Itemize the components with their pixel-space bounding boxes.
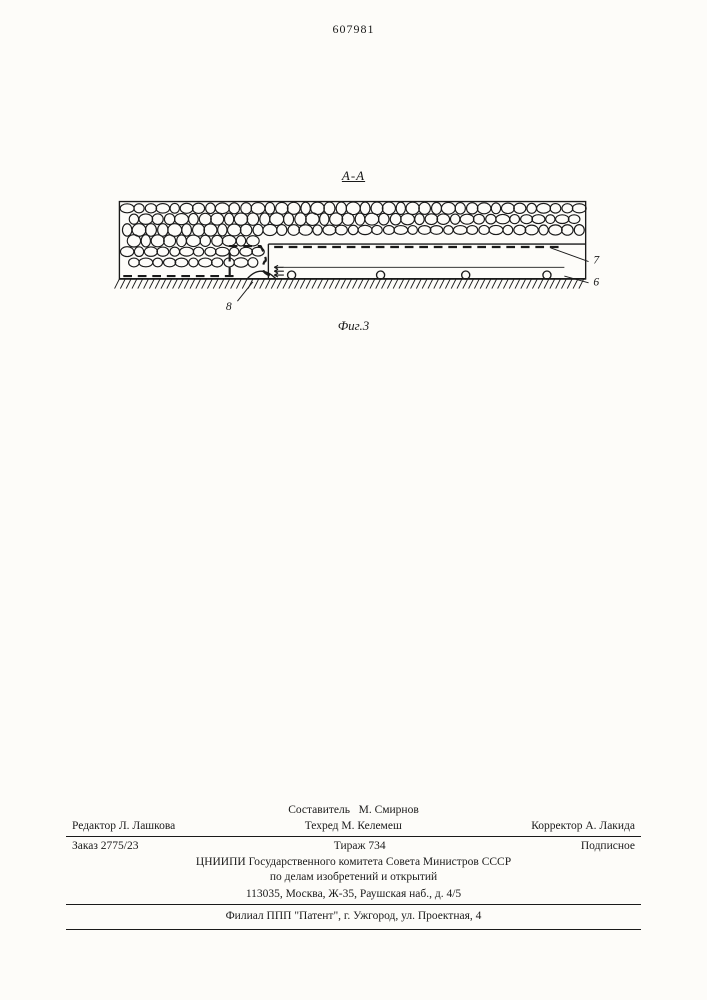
address: 113035, Москва, Ж-35, Раушская наб., д. …: [66, 887, 641, 903]
svg-text:8: 8: [226, 300, 232, 313]
compiler-label: Составитель: [288, 804, 350, 816]
editor-name: Л. Лашкова: [119, 820, 175, 832]
order-no: Заказ 2775/23: [72, 839, 139, 855]
editor-label: Редактор: [72, 820, 116, 832]
techred-label: Техред: [305, 820, 339, 832]
rule-3: [66, 929, 641, 930]
page-number: 607981: [0, 22, 707, 37]
corrector-name: А. Лакида: [585, 820, 635, 832]
org-line-1: ЦНИИПИ Государственного комитета Совета …: [66, 855, 641, 871]
editor: Редактор Л. Лашкова: [72, 819, 175, 835]
colophon: Составитель М. Смирнов Редактор Л. Лашко…: [66, 803, 641, 932]
figure-caption: Фиг.3: [102, 318, 605, 334]
org-line-2: по делам изобретений и открытий: [66, 870, 641, 886]
branch: Филиал ППП "Патент", г. Ужгород, ул. Про…: [66, 909, 641, 927]
print-row: Заказ 2775/23 Тираж 734 Подписное: [66, 839, 641, 855]
rule-1: [66, 836, 641, 837]
corrector: Корректор А. Лакида: [531, 819, 635, 835]
figure-3: А-А 6 7 8 Фиг.3: [102, 168, 605, 334]
svg-text:7: 7: [593, 253, 600, 266]
techred: Техред М. Келемеш: [305, 819, 402, 835]
svg-text:6: 6: [593, 276, 599, 289]
compiler-name: М. Смирнов: [359, 804, 419, 816]
corrector-label: Корректор: [531, 820, 582, 832]
credits-row: Редактор Л. Лашкова Техред М. Келемеш Ко…: [66, 819, 641, 835]
subscription: Подписное: [581, 839, 635, 855]
rule-2: [66, 904, 641, 905]
section-label: А-А: [102, 168, 605, 184]
tirazh: Тираж 734: [334, 839, 386, 855]
compiler-line: Составитель М. Смирнов: [66, 803, 641, 819]
figure-svg: 6 7 8: [102, 188, 605, 314]
techred-name: М. Келемеш: [341, 820, 401, 832]
